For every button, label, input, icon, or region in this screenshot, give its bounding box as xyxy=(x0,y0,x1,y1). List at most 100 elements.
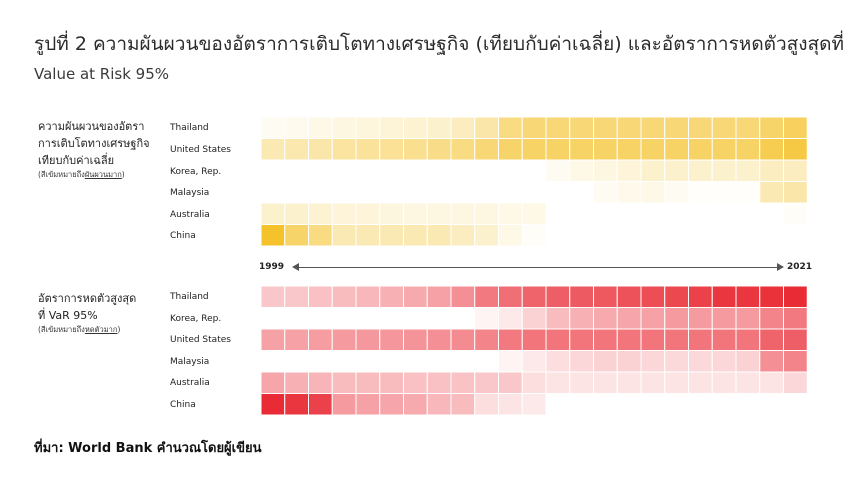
heatmap-cell xyxy=(474,350,499,373)
heatmap-cell xyxy=(640,285,666,308)
heatmap-cell xyxy=(403,159,428,182)
heatmap-cell xyxy=(735,371,761,394)
heatmap-cell xyxy=(403,224,428,247)
heatmap-cell xyxy=(331,181,357,204)
row-label: Australia xyxy=(170,378,210,388)
heatmap-cell xyxy=(521,224,547,247)
note-prefix: (สีเข้มหมายถึง xyxy=(38,325,85,334)
heatmap-cell xyxy=(711,159,737,182)
heatmap-cell xyxy=(474,393,499,416)
heatmap-cell xyxy=(260,202,286,225)
heatmap-cell xyxy=(569,138,594,161)
heatmap-cell xyxy=(759,116,784,139)
heatmap-cell xyxy=(355,371,381,394)
axis-end-year: 2021 xyxy=(787,262,813,272)
heatmap-cell xyxy=(593,116,618,139)
heatmap-cell xyxy=(569,328,594,351)
heatmap-cell xyxy=(355,202,381,225)
heatmap-cell xyxy=(450,371,476,394)
volatility-label-line: การเติบโตทางเศรษฐกิจ xyxy=(38,137,150,150)
heatmap-cell xyxy=(450,224,476,247)
row-label: Malaysia xyxy=(170,188,210,198)
row-label: Korea, Rep. xyxy=(170,167,222,177)
heatmap-cell xyxy=(403,116,428,139)
heatmap-cell xyxy=(450,159,476,182)
heatmap-cell xyxy=(450,393,476,416)
heatmap-cell xyxy=(379,159,404,182)
row-label: China xyxy=(170,231,196,241)
heatmap-cell xyxy=(521,307,547,330)
row-label: Malaysia xyxy=(170,357,210,367)
heatmap-cell xyxy=(331,159,357,182)
heatmap-cell xyxy=(426,181,452,204)
volatility-panel-label: ความผันผวนของอัตรา การเติบโตทางเศรษฐกิจ … xyxy=(38,118,150,181)
heatmap-cell xyxy=(688,116,713,139)
var-note: (สีเข้มหมายถึงหดตัวมาก) xyxy=(38,324,136,336)
heatmap-cell xyxy=(664,285,689,308)
heatmap-cell xyxy=(379,285,404,308)
heatmap-cell xyxy=(593,328,618,351)
heatmap-cell xyxy=(593,159,618,182)
row-label: Korea, Rep. xyxy=(170,314,222,324)
heatmap-cell xyxy=(426,307,452,330)
heatmap-cell xyxy=(474,116,499,139)
heatmap-cell xyxy=(474,224,499,247)
row-label: Australia xyxy=(170,210,210,220)
heatmap-cell xyxy=(403,371,428,394)
heatmap-cell xyxy=(569,224,594,247)
heatmap-cell xyxy=(735,138,761,161)
heatmap-cell xyxy=(498,328,523,351)
heatmap-cell xyxy=(783,350,808,373)
heatmap-cell xyxy=(688,307,713,330)
heatmap-cell xyxy=(616,181,642,204)
heatmap-cell xyxy=(260,371,286,394)
heatmap-cell xyxy=(711,285,737,308)
heatmap-cell xyxy=(640,393,666,416)
heatmap-cell xyxy=(355,116,381,139)
heatmap-cell xyxy=(688,138,713,161)
heatmap-cell xyxy=(474,159,499,182)
heatmap-cell xyxy=(355,393,381,416)
heatmap-cell xyxy=(260,224,286,247)
heatmap-cell xyxy=(688,285,713,308)
heatmap-cell xyxy=(284,285,309,308)
heatmap-cell xyxy=(284,202,309,225)
heatmap-cell xyxy=(379,181,404,204)
row-label: United States xyxy=(170,145,231,155)
heatmap-cell xyxy=(426,224,452,247)
heatmap-cell xyxy=(331,285,357,308)
heatmap-cell xyxy=(711,328,737,351)
heatmap-cell xyxy=(735,350,761,373)
heatmap-cell xyxy=(759,224,784,247)
heatmap-cell xyxy=(593,202,618,225)
heatmap-cell xyxy=(711,181,737,204)
heatmap-cell xyxy=(379,138,404,161)
heatmap-cell xyxy=(616,350,642,373)
heatmap-cell xyxy=(569,371,594,394)
heatmap-cell xyxy=(545,285,571,308)
heatmap-cell xyxy=(711,350,737,373)
heatmap-cell xyxy=(783,202,808,225)
heatmap-cell xyxy=(569,285,594,308)
note-emphasis: ผันผวนมาก xyxy=(84,170,122,179)
heatmap-cell xyxy=(640,371,666,394)
heatmap-cell xyxy=(521,350,547,373)
heatmap-cell xyxy=(355,224,381,247)
timeline-axis-line xyxy=(296,267,780,268)
heatmap-cell xyxy=(521,159,547,182)
heatmap-cell xyxy=(403,138,428,161)
heatmap-cell xyxy=(426,393,452,416)
heatmap-cell xyxy=(783,181,808,204)
heatmap-cell xyxy=(616,159,642,182)
heatmap-cell xyxy=(260,116,286,139)
heatmap-cell xyxy=(260,328,286,351)
heatmap-cell xyxy=(284,371,309,394)
heatmap-cell xyxy=(474,307,499,330)
heatmap-cell xyxy=(498,371,523,394)
heatmap-cell xyxy=(569,307,594,330)
heatmap-cell xyxy=(260,307,286,330)
heatmap-cell xyxy=(521,393,547,416)
heatmap-cell xyxy=(284,350,309,373)
heatmap-cell xyxy=(640,328,666,351)
heatmap-cell xyxy=(759,159,784,182)
